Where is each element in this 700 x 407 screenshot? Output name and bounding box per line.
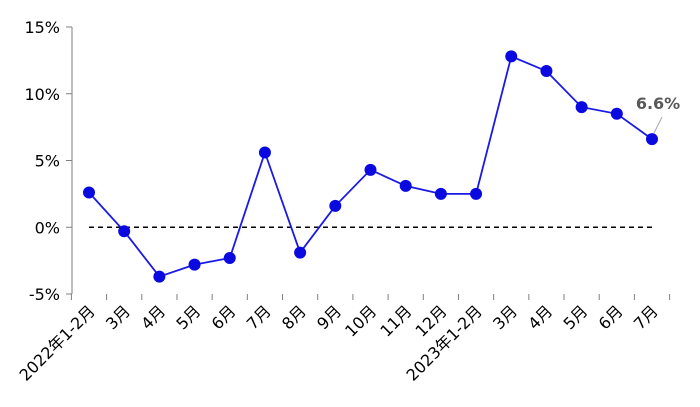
x-tick-label: 5月 bbox=[172, 301, 204, 333]
x-tick-label: 6月 bbox=[208, 301, 240, 333]
x-tick-label: 4月 bbox=[524, 301, 556, 333]
data-point bbox=[470, 187, 483, 200]
data-point bbox=[118, 225, 131, 238]
x-tick-label: 7月 bbox=[630, 301, 662, 333]
data-point bbox=[294, 246, 307, 259]
data-point bbox=[329, 199, 342, 212]
y-tick-label: -5% bbox=[29, 285, 60, 304]
y-tick-label: 15% bbox=[24, 18, 60, 37]
data-point bbox=[434, 187, 447, 200]
data-point bbox=[575, 101, 588, 114]
x-tick-label: 10月 bbox=[341, 301, 380, 340]
data-point bbox=[83, 186, 95, 199]
data-point bbox=[364, 163, 377, 176]
data-point bbox=[505, 50, 518, 63]
data-point bbox=[188, 258, 201, 271]
data-point bbox=[646, 133, 658, 146]
x-tick-label: 9月 bbox=[313, 301, 345, 333]
x-tick-label: 4月 bbox=[137, 301, 169, 333]
y-tick-label: 10% bbox=[24, 85, 60, 104]
x-tick-label: 11月 bbox=[376, 301, 415, 340]
x-tick-label: 7月 bbox=[243, 301, 275, 333]
data-point bbox=[540, 65, 553, 78]
data-point bbox=[153, 270, 166, 283]
x-tick-label: 2022年1-2月 bbox=[15, 301, 98, 384]
x-tick-label: 5月 bbox=[560, 301, 592, 333]
x-tick-label: 6月 bbox=[595, 301, 627, 333]
x-tick-label: 3月 bbox=[102, 301, 134, 333]
y-tick-label: 0% bbox=[35, 218, 60, 237]
data-point bbox=[610, 107, 623, 120]
x-tick-label: 8月 bbox=[278, 301, 310, 333]
x-tick-label: 3月 bbox=[489, 301, 521, 333]
data-point bbox=[399, 179, 412, 192]
data-point bbox=[223, 251, 236, 264]
y-tick-label: 5% bbox=[35, 152, 60, 171]
data-label: 6.6% bbox=[636, 94, 680, 113]
data-point bbox=[258, 146, 271, 159]
data-label-leader bbox=[653, 116, 663, 134]
